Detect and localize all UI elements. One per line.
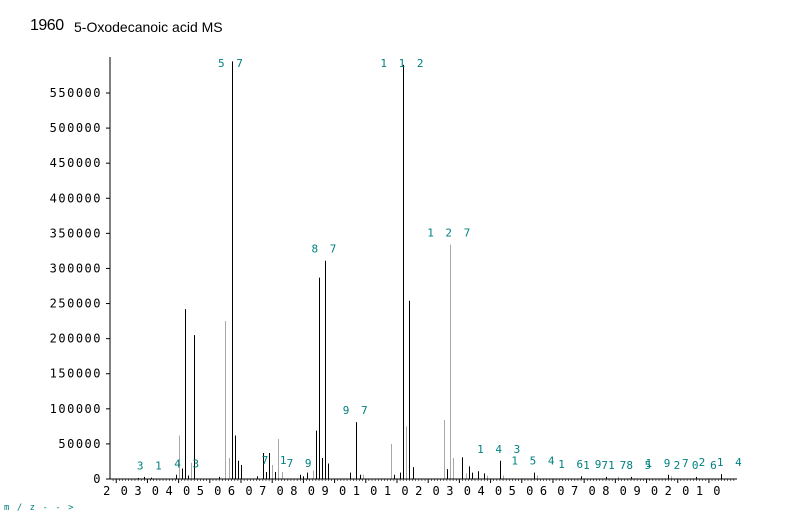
y-tick-label: 250000 xyxy=(50,297,102,311)
peak-label-mz-43: 4 3 xyxy=(174,457,201,470)
y-tick-label: 100000 xyxy=(50,402,102,416)
peak-labels-layer: 3 1 4 3 5 7 7 17 9 8 7 9 7 1 1 2 1 2 7 1 4 31 5 … xyxy=(137,57,745,473)
x-tick-label: 2 0 xyxy=(415,484,441,498)
x-tick-label: 1 0 xyxy=(384,484,410,498)
y-tick-label: 0 xyxy=(93,472,102,486)
y-tick-label: 200000 xyxy=(50,332,102,346)
x-axis-unit-label: m / z - - > xyxy=(4,503,75,513)
x-tick-label: 5 0 xyxy=(197,484,223,498)
peak-label-mz-177: 1 7 7 xyxy=(583,459,629,472)
x-tick-label: 4 0 xyxy=(166,484,192,498)
peak-label-mz-197: 1 9 7 xyxy=(646,457,692,470)
x-tick-label: 1 0 xyxy=(696,484,722,498)
x-tick-label: 5 0 xyxy=(509,484,535,498)
x-tick-label: 8 0 xyxy=(290,484,316,498)
peak-label-mz-127: 1 2 7 xyxy=(427,227,473,240)
peaks-layer xyxy=(138,61,722,479)
y-tick-label: 50000 xyxy=(58,437,102,451)
peak-label-mz-169: 1 6 9 xyxy=(558,458,604,471)
peak-label-mz-97: 9 7 xyxy=(343,404,370,417)
y-tick-label: 350000 xyxy=(50,226,102,240)
x-tick-label: 6 0 xyxy=(540,484,566,498)
x-tick-label: 4 0 xyxy=(477,484,503,498)
peak-label-mz-112: 1 1 2 xyxy=(380,57,426,70)
y-tick-label: 500000 xyxy=(50,121,102,135)
y-tick-label: 150000 xyxy=(50,367,102,381)
peak-label-mz-143: 1 4 3 xyxy=(477,443,523,456)
peak-label-mz-71: 7 1 xyxy=(262,454,289,467)
peak-label-mz-206: 2 0 6 xyxy=(674,459,720,472)
x-tick-label: 8 0 xyxy=(602,484,628,498)
peak-label-mz-87: 8 7 xyxy=(312,243,339,256)
x-tick-label: 3 0 xyxy=(446,484,472,498)
x-tick-label: 7 0 xyxy=(571,484,597,498)
spectrum-number: 1960 xyxy=(30,17,64,34)
x-tick-label: 3 0 xyxy=(134,484,160,498)
x-tick-label: 2 0 xyxy=(665,484,691,498)
y-tick-label: 450000 xyxy=(50,156,102,170)
x-tick-label: 9 0 xyxy=(633,484,659,498)
peak-label-mz-214: 2 1 4 xyxy=(699,456,745,469)
chart-title: 5-Oxodecanoic acid MS xyxy=(74,19,223,35)
x-tick-label: 7 0 xyxy=(259,484,285,498)
y-axis-ticks: 0 50000 100000 150000 200000 250000 300000 3500… xyxy=(50,86,110,486)
x-tick-label: 2 0 xyxy=(103,484,129,498)
peak-label-mz-31: 3 1 xyxy=(137,460,164,473)
y-tick-label: 550000 xyxy=(50,86,102,100)
y-tick-label: 300000 xyxy=(50,261,102,275)
peak-label-mz-57: 5 7 xyxy=(218,57,245,70)
y-tick-label: 400000 xyxy=(50,191,102,205)
peak-label-mz-79: 7 9 xyxy=(287,457,314,470)
x-tick-label: 6 0 xyxy=(228,484,254,498)
x-tick-label: 9 0 xyxy=(322,484,348,498)
peak-label-mz-185: 1 8 5 xyxy=(608,459,654,472)
x-tick-label: 1 0 xyxy=(353,484,379,498)
peak-label-mz-154: 1 5 4 xyxy=(511,455,557,468)
x-axis-ticks: 2 0 3 0 4 0 5 0 6 0 7 0 8 0 9 0 1 0 1 0 2 0 3 0 4 0 5… xyxy=(103,479,735,498)
